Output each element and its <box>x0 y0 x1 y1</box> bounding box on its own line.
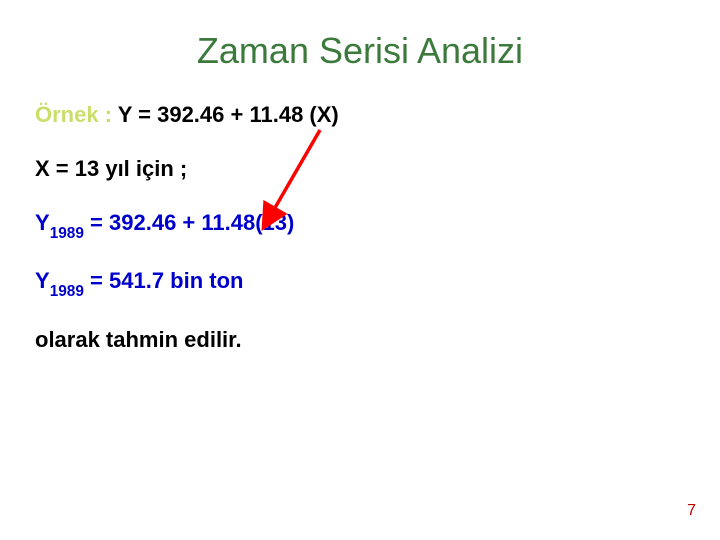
example-equation-line: Örnek : Y = 392.46 + 11.48 (X) <box>35 102 685 128</box>
equation-text: Y = 392.46 + 11.48 (X) <box>118 102 339 127</box>
title-text: Zaman Serisi Analizi <box>197 30 523 71</box>
y-sub-2: 1989 <box>50 283 84 300</box>
slide-content: Örnek : Y = 392.46 + 11.48 (X) X = 13 yı… <box>0 102 720 353</box>
y1989-result: = 541.7 bin ton <box>84 268 244 293</box>
y1989-eq: = 392.46 + 11.48(13) <box>84 210 294 235</box>
y-var-1: Y <box>35 210 50 235</box>
ornek-label: Örnek : <box>35 102 112 127</box>
y-var-2: Y <box>35 268 50 293</box>
y1989-equation-line: Y1989 = 392.46 + 11.48(13) <box>35 210 685 240</box>
slide-title: Zaman Serisi Analizi <box>0 0 720 102</box>
conclusion-line: olarak tahmin edilir. <box>35 327 685 353</box>
x-value-line: X = 13 yıl için ; <box>35 156 685 182</box>
y-sub-1: 1989 <box>50 225 84 242</box>
page-number: 7 <box>687 502 696 520</box>
y1989-result-line: Y1989 = 541.7 bin ton <box>35 268 685 298</box>
